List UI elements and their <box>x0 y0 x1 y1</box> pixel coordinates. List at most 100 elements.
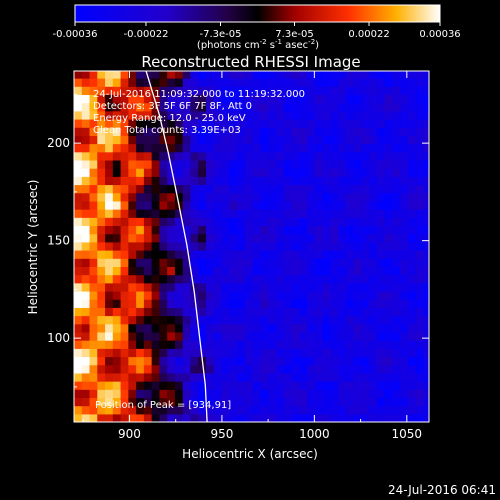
heatmap-cell <box>182 315 192 325</box>
heatmap-cell <box>407 348 417 358</box>
heatmap-cell <box>345 209 355 218</box>
heatmap-cell <box>143 282 153 292</box>
heatmap-cell <box>330 282 339 292</box>
heatmap-cell <box>182 323 192 333</box>
heatmap-cell <box>174 241 184 251</box>
heatmap-cell <box>182 233 192 243</box>
heatmap-cell <box>221 225 230 235</box>
heatmap-cell <box>260 266 269 276</box>
heatmap-cell <box>384 225 393 235</box>
heatmap-cell <box>299 274 308 284</box>
heatmap-cell <box>190 110 199 120</box>
heatmap-cell <box>275 258 285 267</box>
heatmap-cell <box>74 405 83 415</box>
heatmap-cell <box>182 356 192 366</box>
heatmap-cell <box>182 364 192 374</box>
heatmap-cell <box>392 372 401 382</box>
heatmap-cell <box>167 413 176 422</box>
heatmap-cell <box>423 127 429 136</box>
heatmap-cell <box>353 397 362 407</box>
heatmap-cell <box>361 192 370 202</box>
heatmap-cell <box>182 274 192 284</box>
heatmap-cell <box>89 307 98 317</box>
heatmap-cell <box>299 168 308 177</box>
heatmap-cell <box>369 94 378 104</box>
heatmap-cell <box>353 274 362 284</box>
heatmap-cell <box>151 331 161 341</box>
x-tick-label: 1000 <box>299 427 330 441</box>
heatmap-cell <box>244 184 254 194</box>
heatmap-cell <box>213 274 223 284</box>
heatmap-cell <box>105 397 114 407</box>
heatmap-cell <box>384 389 393 399</box>
heatmap-cell <box>81 200 91 210</box>
heatmap-cell <box>260 323 269 333</box>
heatmap-cell <box>105 127 114 136</box>
heatmap-cell <box>361 159 370 169</box>
heatmap-cell <box>81 94 91 104</box>
heatmap-cell <box>283 290 293 300</box>
heatmap-cell <box>345 331 355 341</box>
heatmap-cell <box>213 389 223 399</box>
heatmap-cell <box>128 233 137 243</box>
heatmap-cell <box>306 340 316 349</box>
heatmap-cell <box>415 266 425 276</box>
heatmap-cell <box>174 290 184 300</box>
heatmap-cell <box>81 356 91 366</box>
heatmap-cell <box>275 340 285 349</box>
heatmap-cell <box>190 299 199 308</box>
heatmap-cell <box>392 266 401 276</box>
heatmap-cell <box>112 94 122 104</box>
heatmap-cell <box>221 274 230 284</box>
heatmap-cell <box>345 250 355 259</box>
heatmap-cell <box>268 405 277 415</box>
heatmap-cell <box>306 78 316 87</box>
heatmap-cell <box>392 209 401 218</box>
heatmap-cell <box>143 200 153 210</box>
heatmap-cell <box>244 233 254 243</box>
heatmap-cell <box>97 340 106 349</box>
heatmap-cell <box>221 397 230 407</box>
heatmap-cell <box>151 340 161 349</box>
heatmap-cell <box>369 241 378 251</box>
heatmap-cell <box>423 86 429 95</box>
heatmap-cell <box>322 233 331 243</box>
heatmap-cell <box>198 315 207 325</box>
heatmap-cell <box>198 176 207 186</box>
heatmap-cell <box>291 225 300 235</box>
heatmap-cell <box>275 315 285 325</box>
heatmap-cell <box>213 364 223 374</box>
heatmap-cell <box>143 372 153 382</box>
heatmap-cell <box>392 71 401 79</box>
heatmap-cell <box>182 102 192 112</box>
heatmap-cell <box>291 266 300 276</box>
heatmap-cell <box>213 176 223 186</box>
heatmap-cell <box>369 135 378 145</box>
heatmap-cell <box>268 299 277 308</box>
heatmap-cell <box>407 372 417 382</box>
heatmap-cell <box>407 200 417 210</box>
heatmap-cell <box>81 233 91 243</box>
heatmap-cell <box>314 217 324 227</box>
heatmap-cell <box>275 290 285 300</box>
heatmap-cell <box>206 176 215 186</box>
heatmap-cell <box>213 405 223 415</box>
heatmap-cell <box>407 135 417 145</box>
heatmap-cell <box>369 266 378 276</box>
heatmap-cell <box>143 209 153 218</box>
heatmap-cell <box>81 135 91 145</box>
heatmap-cell <box>291 159 300 169</box>
heatmap-cell <box>128 323 137 333</box>
heatmap-cell <box>314 151 324 161</box>
heatmap-cell <box>221 94 230 104</box>
heatmap-cell <box>283 184 293 194</box>
heatmap-cell <box>97 168 106 177</box>
heatmap-cell <box>159 192 168 202</box>
heatmap-cell <box>314 86 324 95</box>
heatmap-cell <box>345 78 355 87</box>
heatmap-cell <box>345 364 355 374</box>
heatmap-cell <box>299 258 308 267</box>
heatmap-cell <box>221 78 230 87</box>
heatmap-cell <box>190 250 199 259</box>
heatmap-cell <box>151 315 161 325</box>
